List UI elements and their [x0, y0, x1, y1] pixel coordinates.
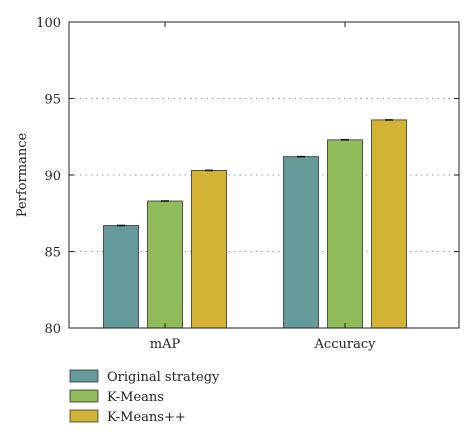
bar-original-strategy-accuracy — [283, 156, 319, 329]
bars — [103, 119, 407, 329]
x-tick-label: Accuracy — [314, 337, 377, 352]
y-tick-label: 85 — [44, 246, 61, 261]
bar-k-means-map — [147, 200, 183, 329]
x-axis-ticks: mAP Accuracy — [150, 22, 376, 352]
legend: Original strategy K-Means K-Means++ — [69, 369, 220, 425]
y-tick-label: 90 — [44, 169, 61, 184]
y-axis-label: Performance — [15, 133, 30, 218]
legend-swatch — [69, 409, 99, 423]
bar-original-strategy-map — [103, 225, 139, 329]
y-axis-ticks: 80 85 90 95 100 — [36, 16, 459, 337]
bar-k-means--map — [191, 170, 227, 329]
legend-label: Original strategy — [107, 370, 220, 385]
y-tick-label: 95 — [44, 93, 61, 108]
legend-swatch — [69, 369, 99, 383]
legend-swatch — [69, 389, 99, 403]
bar-k-means--accuracy — [371, 119, 407, 329]
legend-label: K-Means — [107, 390, 164, 405]
x-tick-label: mAP — [150, 337, 181, 352]
bar-k-means-accuracy — [327, 139, 363, 329]
legend-label: K-Means++ — [107, 410, 186, 425]
y-tick-label: 100 — [36, 16, 61, 31]
y-tick-label: 80 — [44, 322, 61, 337]
